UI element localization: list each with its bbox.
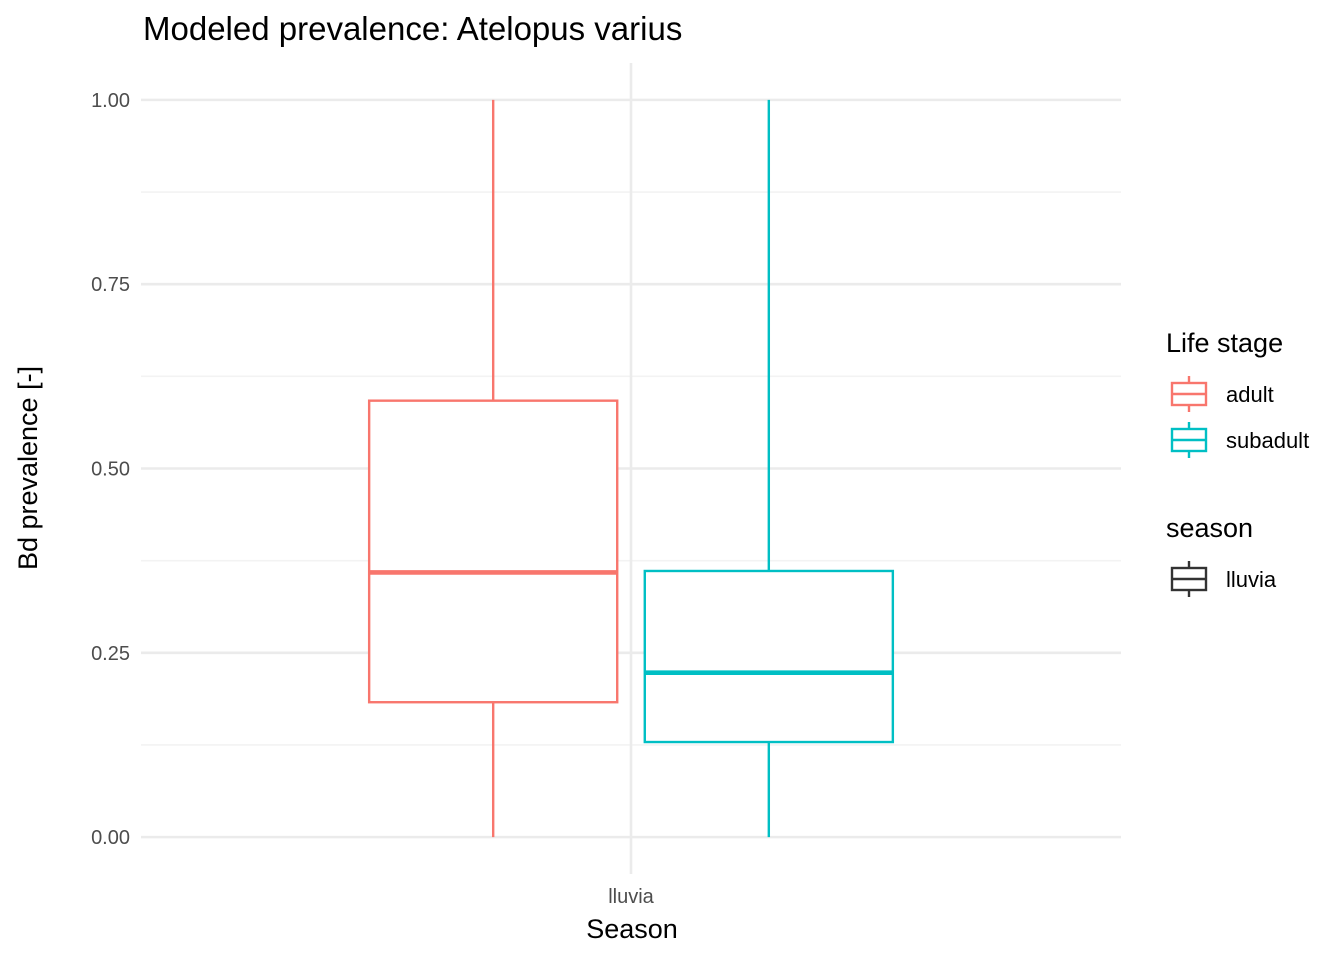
legend-label: subadult: [1226, 428, 1309, 453]
legend-label: lluvia: [1226, 567, 1277, 592]
legend-title: Life stage: [1166, 328, 1283, 358]
y-tick-label: 1.00: [91, 90, 130, 112]
legend-title: season: [1166, 513, 1253, 543]
legend-key-adult: [1170, 376, 1208, 412]
y-axis-ticks: 0.00 0.25 0.50 0.75 1.00: [91, 90, 130, 849]
x-tick-label: lluvia: [608, 886, 654, 908]
legend-label: adult: [1226, 382, 1274, 407]
y-tick-label: 0.25: [91, 643, 130, 665]
legend-key-lluvia: [1170, 561, 1208, 597]
chart-title: Modeled prevalence: Atelopus varius: [143, 10, 682, 47]
boxplots: [367, 99, 895, 838]
y-axis-title: Bd prevalence [-]: [13, 366, 43, 570]
y-tick-label: 0.00: [91, 827, 130, 849]
x-axis-title: Season: [586, 914, 678, 944]
legend: Life stage adult subadult season lluvia: [1166, 328, 1309, 597]
box-adult: [367, 99, 619, 838]
box-subadult: [643, 99, 895, 838]
y-tick-label: 0.50: [91, 459, 130, 481]
box-body-subadult: [643, 569, 895, 744]
grid: [141, 63, 1121, 874]
x-axis-ticks: lluvia: [608, 886, 654, 908]
y-tick-label: 0.75: [91, 274, 130, 296]
box-body-adult: [367, 399, 619, 704]
legend-key-subadult: [1170, 422, 1208, 458]
